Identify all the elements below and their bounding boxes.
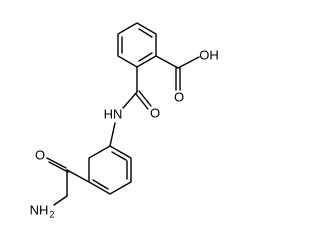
bond	[138, 90, 152, 107]
double-bond	[138, 28, 153, 38]
atom-subscript: 2	[49, 209, 54, 219]
atom-label: NH	[30, 202, 49, 217]
molecule-diagram: OH O O HN O NH 2	[30, 22, 219, 219]
atom-label: OH	[199, 47, 219, 62]
bond	[48, 161, 69, 173]
ring-bottom	[88, 145, 132, 195]
bond	[122, 91, 138, 109]
bonds	[46, 22, 200, 206]
double-bond	[92, 179, 109, 190]
bond	[135, 93, 149, 110]
bond	[155, 55, 179, 69]
bond	[46, 157, 67, 169]
double-bond	[111, 151, 127, 161]
bond	[109, 122, 116, 147]
bond	[53, 195, 68, 206]
atom-label: O	[35, 147, 45, 162]
atom-label: O	[174, 89, 184, 104]
double-bond	[138, 52, 153, 62]
ring-top	[117, 22, 157, 68]
bond	[177, 56, 200, 69]
atom-label: O	[150, 105, 160, 120]
bond	[66, 169, 90, 183]
atom-label: HN	[104, 106, 123, 121]
